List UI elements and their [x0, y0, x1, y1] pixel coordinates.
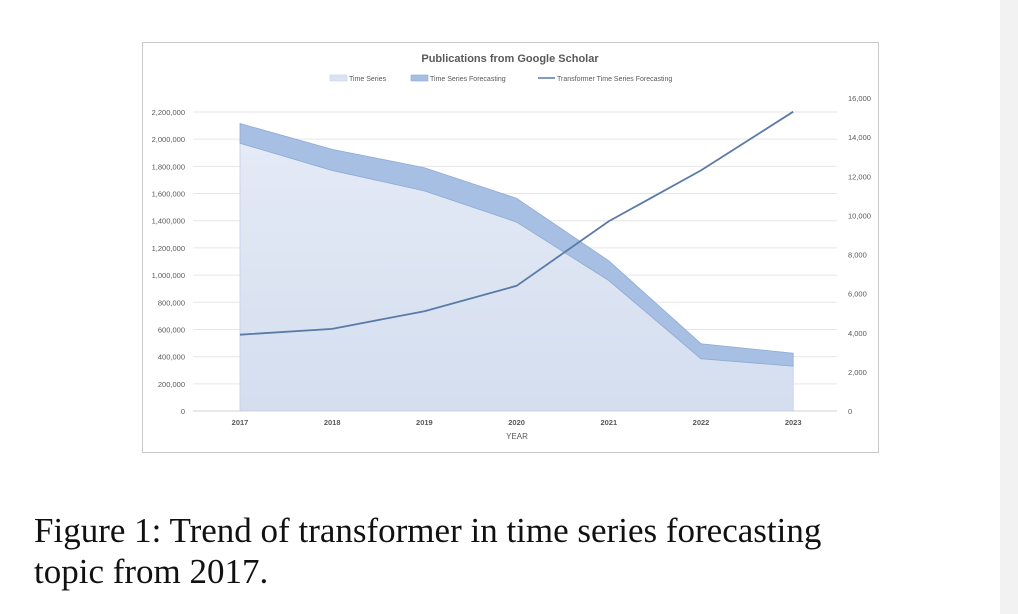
caption-line-1: Figure 1: Trend of transformer in time s… — [34, 511, 822, 550]
right-tick-label: 14,000 — [848, 133, 871, 142]
legend-swatch — [410, 74, 429, 82]
left-tick-label: 1,200,000 — [152, 244, 185, 253]
x-tick-label: 2019 — [416, 418, 433, 427]
left-tick-label: 400,000 — [158, 353, 185, 362]
area-time-series-forecasting — [239, 123, 794, 367]
left-tick-label: 0 — [181, 407, 185, 416]
left-tick-label: 600,000 — [158, 325, 185, 334]
chart-legend: Time Series Time Series Forecasting Transf… — [329, 74, 672, 83]
area-layers — [239, 123, 794, 412]
right-tick-label: 4,000 — [848, 329, 867, 338]
right-tick-label: 16,000 — [848, 94, 871, 103]
x-tick-label: 2018 — [324, 418, 341, 427]
legend-label: Time Series Forecasting — [430, 76, 506, 83]
x-axis-title: YEAR — [506, 432, 528, 441]
line-transformer-time-series-forecasting — [239, 110, 794, 336]
right-tick-label: 12,000 — [848, 172, 871, 181]
area-time-series — [239, 142, 794, 412]
left-tick-label: 200,000 — [158, 380, 185, 389]
legend-label: Transformer Time Series Forecasting — [557, 76, 672, 83]
chart-title: Publications from Google Scholar — [421, 53, 599, 65]
right-axis-tick-labels: 0 2,000 4,000 6,000 8,000 10,000 12,000 14,000 1… — [848, 94, 871, 416]
right-tick-label: 8,000 — [848, 251, 867, 260]
left-tick-label: 2,200,000 — [152, 108, 185, 117]
right-tick-label: 6,000 — [848, 290, 867, 299]
figure-caption: Figure 1: Trend of transformer in time s… — [34, 510, 988, 592]
left-tick-label: 1,400,000 — [152, 217, 185, 226]
left-tick-label: 1,000,000 — [152, 271, 185, 280]
legend-label: Time Series — [349, 76, 387, 83]
x-tick-label: 2023 — [785, 418, 802, 427]
x-tick-label: 2021 — [600, 418, 617, 427]
left-tick-label: 800,000 — [158, 298, 185, 307]
left-tick-label: 1,600,000 — [152, 190, 185, 199]
left-tick-label: 1,800,000 — [152, 162, 185, 171]
left-tick-label: 2,000,000 — [152, 135, 185, 144]
x-tick-label: 2020 — [508, 418, 525, 427]
right-tick-label: 0 — [848, 407, 852, 416]
right-tick-label: 10,000 — [848, 211, 871, 220]
legend-swatch — [329, 74, 348, 82]
x-tick-label: 2022 — [693, 418, 710, 427]
x-tick-label: 2017 — [232, 418, 249, 427]
right-edge-strip — [1000, 0, 1018, 614]
x-axis-tick-labels: 2017 2018 2019 2020 2021 2022 2023 — [232, 418, 802, 427]
line-layer — [239, 110, 794, 336]
right-tick-label: 2,000 — [848, 368, 867, 377]
left-axis-tick-labels: 0 200,000 400,000 600,000 800,000 1,000,000 1,… — [152, 108, 185, 416]
caption-line-2: topic from 2017. — [34, 552, 269, 591]
